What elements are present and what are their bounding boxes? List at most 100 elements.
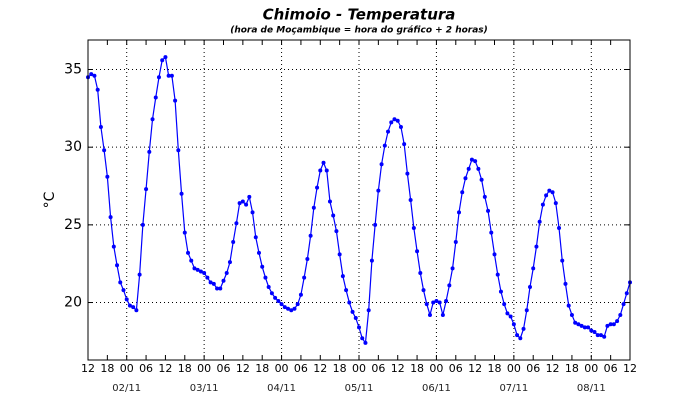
date-label: 05/11: [345, 383, 374, 394]
data-point: [186, 250, 191, 255]
data-point: [511, 322, 516, 327]
data-point: [176, 148, 181, 153]
data-point: [447, 283, 452, 288]
data-point: [366, 308, 371, 313]
data-point: [363, 340, 368, 345]
data-point: [421, 288, 426, 293]
data-point: [105, 174, 110, 179]
x-tick-label: 00: [275, 362, 289, 375]
data-point: [234, 221, 239, 226]
data-point: [621, 302, 626, 307]
data-point: [608, 322, 613, 327]
data-point: [576, 322, 581, 327]
data-point: [379, 162, 384, 167]
date-label: 02/11: [112, 383, 141, 394]
data-point: [357, 325, 361, 330]
data-point: [231, 239, 236, 244]
data-point: [253, 235, 258, 240]
data-point: [473, 159, 478, 164]
x-tick-label: 12: [313, 362, 327, 375]
y-tick-label: 20: [64, 295, 82, 311]
data-point: [395, 118, 400, 123]
data-point: [418, 271, 423, 276]
data-point: [566, 303, 571, 308]
x-tick-label: 06: [139, 362, 153, 375]
y-tick-label: 25: [64, 217, 82, 233]
data-point: [211, 281, 216, 286]
data-point: [315, 185, 320, 190]
data-point: [286, 306, 291, 311]
data-point: [586, 325, 591, 330]
data-point: [95, 87, 100, 92]
data-point: [324, 168, 329, 173]
data-point: [611, 322, 616, 327]
data-point: [531, 266, 536, 271]
data-point: [115, 263, 120, 268]
data-point: [415, 249, 420, 254]
data-point: [250, 210, 255, 215]
x-tick-label: 00: [352, 362, 366, 375]
y-axis-label: °C: [42, 191, 58, 208]
x-tick-label: 18: [333, 362, 347, 375]
x-tick-label: 06: [526, 362, 540, 375]
data-point: [450, 266, 455, 271]
data-point: [179, 191, 184, 196]
data-point: [453, 239, 458, 244]
data-point: [150, 117, 155, 122]
x-tick-label: 06: [449, 362, 463, 375]
data-point: [247, 194, 252, 199]
data-point: [195, 267, 200, 272]
data-point: [573, 320, 578, 325]
data-point: [127, 303, 132, 308]
x-tick-label: 00: [507, 362, 521, 375]
data-point: [602, 334, 607, 339]
data-point: [305, 257, 310, 262]
data-point: [398, 124, 403, 129]
data-point: [544, 193, 549, 198]
data-point: [111, 244, 116, 249]
data-point: [327, 199, 332, 204]
data-point: [508, 314, 513, 319]
data-point: [269, 291, 274, 296]
data-point: [463, 176, 468, 181]
data-point: [237, 201, 242, 206]
data-point: [166, 73, 171, 78]
y-tick-label: 35: [64, 62, 82, 78]
data-point: [198, 269, 203, 274]
x-tick-label: 00: [429, 362, 443, 375]
data-point: [302, 275, 307, 280]
data-point: [557, 225, 562, 230]
data-point: [147, 149, 152, 154]
data-point: [489, 230, 494, 235]
x-tick-label: 18: [410, 362, 424, 375]
data-point: [431, 300, 436, 305]
data-point: [524, 308, 529, 313]
data-point: [266, 284, 271, 289]
data-point: [169, 73, 174, 78]
data-point: [163, 55, 168, 60]
data-point: [505, 311, 510, 316]
data-point: [308, 233, 313, 238]
data-point: [476, 166, 481, 171]
data-point: [337, 252, 342, 257]
data-point: [350, 309, 355, 314]
data-point: [369, 258, 374, 263]
data-point: [334, 229, 339, 234]
data-point: [298, 292, 303, 297]
x-tick-label: 12: [391, 362, 405, 375]
data-point: [469, 157, 474, 162]
data-point: [434, 298, 439, 303]
data-point: [376, 188, 381, 193]
data-point: [240, 199, 245, 204]
x-tick-label: 06: [371, 362, 385, 375]
data-point: [382, 143, 387, 148]
y-tick-label: 30: [64, 139, 82, 155]
data-point: [386, 129, 391, 134]
chart-subtitle: (hora de Moçambique = hora do gráfico + …: [230, 26, 488, 36]
x-tick-label: 18: [488, 362, 502, 375]
data-point: [131, 305, 136, 310]
plot-frame: [87, 39, 631, 361]
data-point: [344, 288, 349, 293]
data-point: [102, 148, 107, 153]
